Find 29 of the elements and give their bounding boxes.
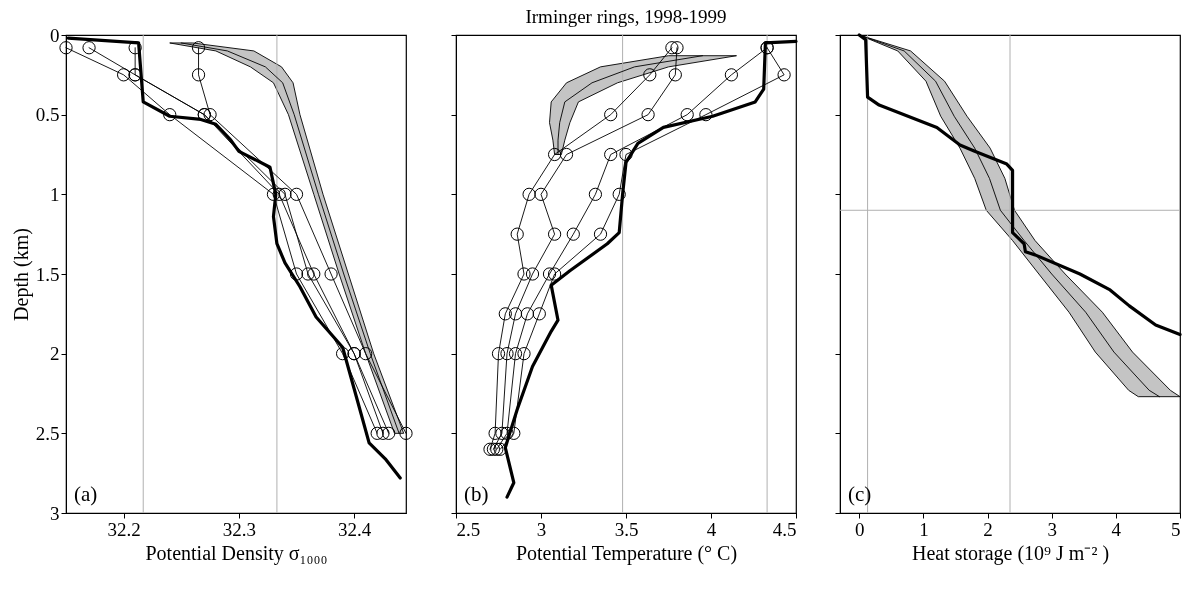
x-axis-title: Potential Density σ₁₀₀₀ (145, 541, 328, 565)
x-tick-label: 4 (706, 518, 717, 540)
x-tick-label: 2 (983, 518, 993, 540)
y-tick-label: 1 (50, 183, 60, 205)
x-tick-label: 4.5 (772, 518, 797, 540)
x-tick-label: 32.4 (338, 518, 372, 540)
y-tick-label: 3 (50, 502, 60, 524)
x-tick-label: 3 (1047, 518, 1057, 540)
x-tick-label: 3.5 (614, 518, 639, 540)
y-tick-label: 1.5 (35, 263, 60, 285)
x-tick-label: 5 (1171, 518, 1181, 540)
x-axis-title: Heat storage (10⁹ J m⁻² ) (911, 541, 1110, 565)
annotation: (b) (464, 482, 489, 506)
y-axis-title: Depth (km) (9, 228, 33, 321)
y-tick-label: 2 (50, 343, 60, 365)
x-tick-label: 2.5 (456, 518, 481, 540)
x-axis-title: Potential Temperature (° C) (515, 541, 738, 565)
annotation: (c) (848, 482, 872, 506)
x-tick-label: 4 (1111, 518, 1122, 540)
chart-title: Irminger rings, 1998-1999 (525, 5, 727, 27)
annotation: (a) (74, 482, 98, 506)
x-tick-label: 32.3 (222, 518, 257, 540)
x-tick-label: 32.2 (107, 518, 141, 540)
y-tick-label: 2.5 (35, 422, 60, 444)
x-tick-label: 3 (536, 518, 547, 540)
x-tick-label: 1 (919, 518, 929, 540)
y-tick-label: 0.5 (35, 104, 60, 126)
y-tick-label: 0 (50, 24, 60, 46)
x-tick-label: 0 (855, 518, 865, 540)
